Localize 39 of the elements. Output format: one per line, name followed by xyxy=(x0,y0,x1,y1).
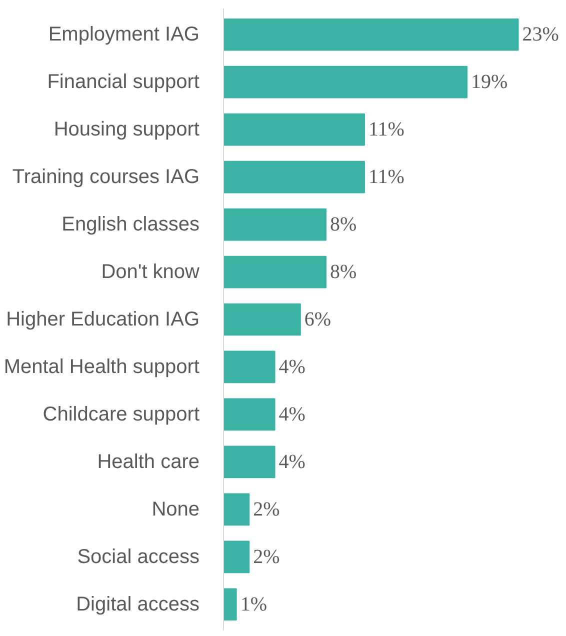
bar xyxy=(224,303,301,336)
data-label: 11% xyxy=(368,118,404,141)
y-tick-label: Higher Education IAG xyxy=(6,308,200,330)
bar xyxy=(224,160,365,194)
bar xyxy=(224,398,276,431)
y-tick-label: Don't know xyxy=(101,261,200,284)
data-label: 2% xyxy=(253,498,280,520)
y-tick-label: English classes xyxy=(62,214,200,236)
y-tick-label: Health care xyxy=(97,450,200,473)
y-tick-label: Housing support xyxy=(54,118,200,141)
data-label: 4% xyxy=(278,450,306,473)
y-tick-label: Digital access xyxy=(76,593,200,616)
y-tick-label: Childcare support xyxy=(42,403,200,426)
y-tick-label: None xyxy=(152,498,200,520)
bar xyxy=(224,493,250,526)
y-tick-label: Training courses IAG xyxy=(12,166,200,188)
bar xyxy=(224,540,250,574)
data-label: 19% xyxy=(471,71,508,94)
bar xyxy=(224,350,276,384)
bar xyxy=(224,113,365,146)
data-label: 1% xyxy=(240,593,267,616)
y-tick-label: Social access xyxy=(77,546,200,568)
y-tick-label: Financial support xyxy=(47,71,200,94)
data-label: 4% xyxy=(278,403,306,426)
bar xyxy=(224,18,519,51)
data-label: 6% xyxy=(304,308,332,330)
bar xyxy=(224,446,276,478)
bar xyxy=(224,256,327,288)
bar xyxy=(224,588,237,621)
data-label: 8% xyxy=(330,261,357,284)
data-label: 2% xyxy=(253,546,280,568)
y-tick-label: Employment IAG xyxy=(48,24,200,46)
bar xyxy=(224,208,327,241)
data-label: 11% xyxy=(368,166,404,188)
data-label: 8% xyxy=(330,214,357,236)
bar xyxy=(224,66,468,98)
data-label: 4% xyxy=(278,356,306,378)
data-label: 23% xyxy=(522,24,559,46)
y-tick-label: Mental Health support xyxy=(4,356,200,378)
